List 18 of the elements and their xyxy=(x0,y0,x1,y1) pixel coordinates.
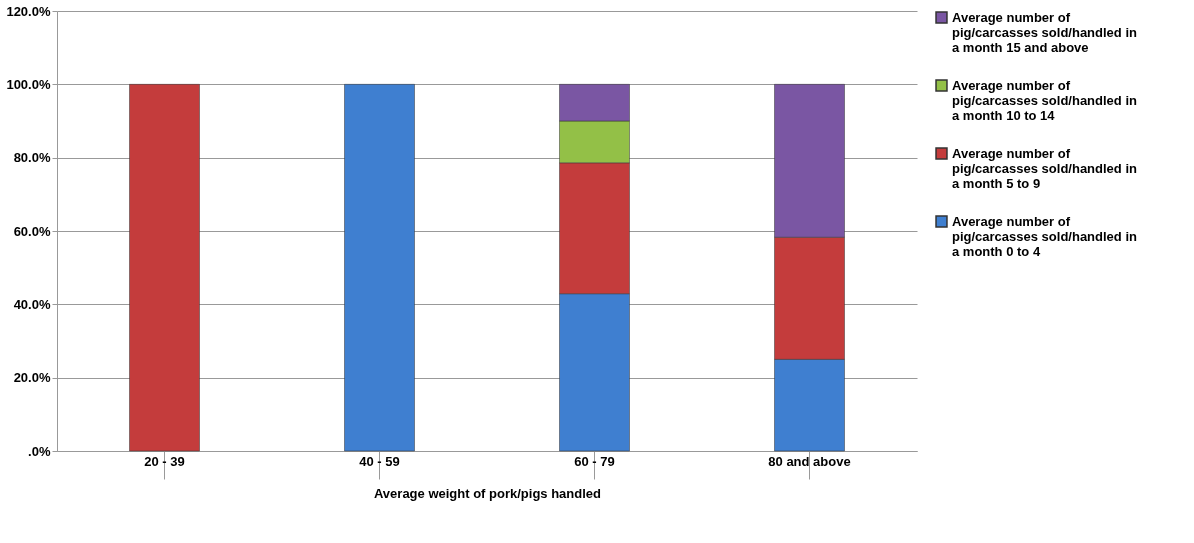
x-tick-label: 80 and above xyxy=(768,453,851,469)
bar xyxy=(344,84,415,452)
y-tick-label: 80.0% xyxy=(13,150,51,166)
legend-label: Average number of pig/carcasses sold/handled in a month 10 to 14 xyxy=(952,77,1138,123)
y-tick-label: 100.0% xyxy=(6,76,51,92)
legend-label: Average number of pig/carcasses sold/handled in a month 15 and above xyxy=(952,9,1138,55)
y-tick-label: 40.0% xyxy=(13,296,51,312)
x-tick-label: 40 - 59 xyxy=(359,453,400,469)
x-tick-label: 20 - 39 xyxy=(144,453,185,469)
bar xyxy=(129,84,200,452)
x-tick-label: 60 - 79 xyxy=(574,453,615,469)
y-tick-label: 20.0% xyxy=(13,370,51,386)
y-tick-label: 120.0% xyxy=(6,3,51,19)
y-tick-label: .0% xyxy=(28,443,51,459)
legend-label: Average number of pig/carcasses sold/handled in a month 5 to 9 xyxy=(952,145,1138,191)
y-tick-label: 60.0% xyxy=(13,223,51,239)
x-axis-title: Average weight of pork/pigs handled xyxy=(373,486,602,501)
legend-label: Average number of pig/carcasses sold/handled in a month 0 to 4 xyxy=(952,213,1138,259)
